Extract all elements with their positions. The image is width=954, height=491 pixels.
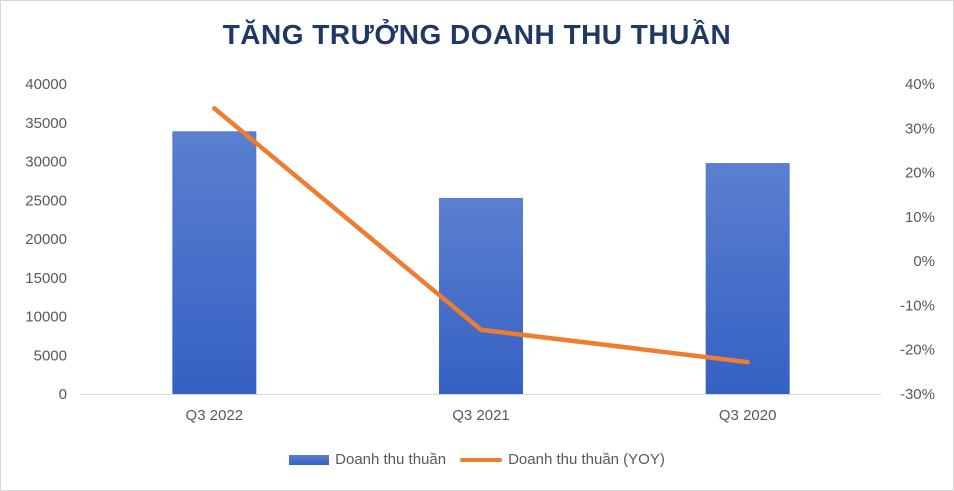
legend-label-line: Doanh thu thuần (YOY)	[508, 451, 665, 468]
y-right-tick-label: -10%	[900, 297, 935, 314]
yoy-point	[745, 360, 750, 365]
bar	[439, 197, 523, 394]
y-left-tick-label: 35000	[25, 115, 67, 132]
bar	[172, 131, 257, 394]
yoy-point	[212, 106, 217, 111]
y-right-tick-label: 20%	[905, 165, 935, 182]
x-tick-label: Q3 2022	[186, 407, 244, 424]
y-left-tick-label: 20000	[25, 231, 67, 248]
y-right-tick-label: 40%	[905, 76, 935, 93]
y-left-tick-label: 40000	[25, 76, 67, 93]
y-left-tick-label: 5000	[34, 347, 67, 364]
legend-swatch-line	[460, 457, 503, 462]
y-left-tick-label: 15000	[25, 270, 67, 287]
bar	[705, 163, 790, 394]
y-right-tick-label: -30%	[900, 386, 935, 403]
y-right-tick-label: -20%	[900, 342, 935, 359]
x-tick-label: Q3 2021	[452, 407, 510, 424]
legend-item-line: Doanh thu thuần (YOY)	[460, 451, 665, 468]
y-left-tick-label: 25000	[25, 192, 67, 209]
legend-swatch-bar	[289, 454, 330, 465]
y-right-tick-label: 10%	[905, 209, 935, 226]
chart-legend: Doanh thu thuần Doanh thu thuần (YOY)	[1, 451, 953, 468]
y-right-tick-label: 0%	[913, 253, 935, 270]
legend-label-bar: Doanh thu thuần	[335, 451, 447, 468]
y-right-tick-label: 30%	[905, 120, 935, 137]
x-tick-label: Q3 2020	[719, 407, 777, 424]
legend-item-bar: Doanh thu thuần	[289, 451, 446, 468]
y-left-tick-label: 0	[59, 386, 67, 403]
chart-title: TĂNG TRƯỞNG DOANH THU THUẦN	[222, 19, 732, 50]
yoy-point	[479, 327, 483, 332]
y-left-tick-label: 30000	[25, 154, 67, 171]
y-left-tick-label: 10000	[25, 309, 67, 326]
